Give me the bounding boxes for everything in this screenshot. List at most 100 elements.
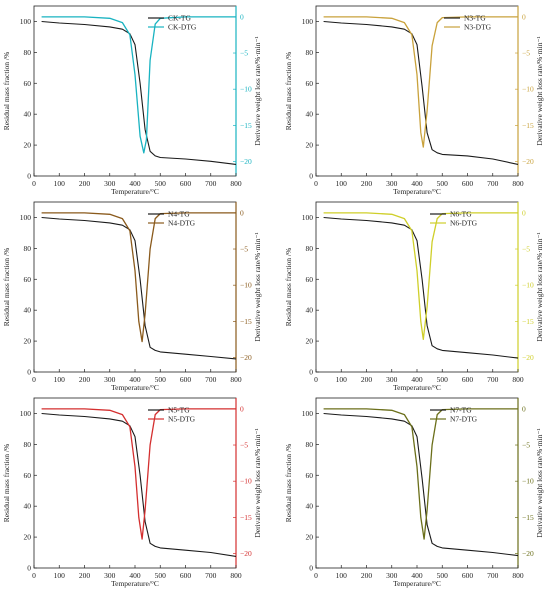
legend-label: N5-TG	[168, 406, 190, 415]
legend-label: N3-DTG	[464, 23, 492, 32]
y-left-tick-label: 40	[24, 502, 32, 511]
chart-panel-1: 0 100 200 300 400 500 600 700 800 0 20 40 60 80 100 0 −5…	[0, 0, 268, 199]
x-tick-label: 400	[129, 179, 141, 188]
x-tick-label: 500	[437, 179, 449, 188]
x-tick-label: 500	[155, 375, 167, 384]
y-left-axis-label: Residual mass fraction /%	[284, 444, 293, 523]
x-tick-label: 0	[32, 179, 36, 188]
y-left-tick-label: 20	[306, 533, 314, 542]
legend-label: N6-TG	[450, 210, 472, 219]
x-tick-label: 700	[487, 571, 499, 580]
x-axis-label: Temperature/°C	[111, 579, 159, 588]
x-tick-label: 300	[104, 571, 116, 580]
y-left-tick-label: 60	[24, 275, 32, 284]
y-left-axis-label: Residual mass fraction /%	[284, 52, 293, 131]
y-right-tick-label: −20	[240, 353, 252, 362]
chart-panel-3: 0 100 200 300 400 500 600 700 800 0 20 40 60 80 100 0 −5…	[0, 196, 268, 395]
series-line-n7-tg	[323, 412, 519, 557]
x-tick-label: 300	[386, 375, 398, 384]
chart-panel-4: 0 100 200 300 400 500 600 700 800 0 20 40 60 80 100 0 −5…	[282, 196, 550, 395]
y-left-tick-label: 40	[306, 502, 314, 511]
x-tick-label: 100	[336, 571, 348, 580]
x-tick-label: 600	[462, 375, 474, 384]
y-right-tick-label: −20	[240, 157, 252, 166]
y-right-axis-label: Derivative weight loss rate/%·min⁻¹	[253, 428, 262, 537]
y-right-tick-label: −15	[522, 317, 534, 326]
y-left-tick-label: 80	[306, 48, 314, 57]
series-line-n6-dtg	[323, 212, 518, 341]
chart-svg: 0 100 200 300 400 500 600 700 800 0 20 40 60 80 100 0 −5…	[2, 5, 262, 196]
y-left-tick-label: 0	[309, 172, 313, 181]
y-right-tick-label: −10	[240, 477, 252, 486]
x-tick-label: 800	[230, 375, 242, 384]
series-line-n3-tg	[323, 20, 519, 165]
y-left-tick-label: 60	[306, 275, 314, 284]
y-right-axis-label: Derivative weight loss rate/%·min⁻¹	[253, 36, 262, 145]
x-tick-label: 0	[314, 375, 318, 384]
plot-frame	[33, 397, 237, 569]
y-right-tick-label: −10	[240, 85, 252, 94]
x-tick-label: 0	[32, 571, 36, 580]
x-axis-label: Temperature/°C	[393, 187, 441, 196]
x-tick-label: 400	[129, 571, 141, 580]
x-tick-label: 100	[54, 375, 66, 384]
y-left-tick-label: 20	[24, 337, 32, 346]
chart-svg: 0 100 200 300 400 500 600 700 800 0 20 40 60 80 100 0 −5…	[284, 201, 544, 392]
y-left-tick-label: 80	[24, 440, 32, 449]
x-tick-label: 200	[79, 375, 91, 384]
x-tick-label: 0	[314, 571, 318, 580]
y-right-tick-label: 0	[522, 404, 526, 413]
x-tick-label: 600	[180, 375, 192, 384]
legend-label: N6-DTG	[450, 219, 478, 228]
y-right-tick-label: −10	[240, 281, 252, 290]
x-tick-label: 200	[361, 571, 373, 580]
x-tick-label: 700	[487, 179, 499, 188]
y-right-tick-label: 0	[522, 208, 526, 217]
x-tick-label: 800	[512, 375, 524, 384]
x-axis-label: Temperature/°C	[111, 383, 159, 392]
y-left-axis-label: Residual mass fraction /%	[2, 248, 11, 327]
y-left-tick-label: 0	[27, 368, 31, 377]
y-left-tick-label: 0	[27, 564, 31, 573]
x-axis-label: Temperature/°C	[393, 579, 441, 588]
y-left-tick-label: 20	[306, 141, 314, 150]
legend-label: N3-TG	[464, 14, 486, 23]
y-left-tick-label: 20	[24, 141, 32, 150]
plot-frame	[315, 5, 519, 177]
x-axis-label: Temperature/°C	[111, 187, 159, 196]
x-tick-label: 600	[462, 179, 474, 188]
x-tick-label: 100	[54, 179, 66, 188]
x-tick-label: 700	[205, 179, 217, 188]
y-left-tick-label: 100	[20, 409, 32, 418]
y-right-tick-label: −15	[240, 317, 252, 326]
y-left-tick-label: 0	[27, 172, 31, 181]
series-line-ck-dtg	[41, 16, 236, 154]
y-left-tick-label: 20	[24, 533, 32, 542]
y-right-tick-label: −10	[522, 477, 534, 486]
plot-frame	[315, 201, 519, 373]
y-left-tick-label: 80	[24, 244, 32, 253]
y-left-axis-label: Residual mass fraction /%	[284, 248, 293, 327]
x-tick-label: 800	[230, 571, 242, 580]
y-right-tick-label: 0	[240, 208, 244, 217]
y-left-tick-label: 0	[309, 564, 313, 573]
y-right-axis-label: Derivative weight loss rate/%·min⁻¹	[535, 232, 544, 341]
y-left-tick-label: 100	[20, 17, 32, 26]
x-tick-label: 600	[180, 571, 192, 580]
x-tick-label: 100	[54, 571, 66, 580]
plot-frame	[33, 5, 237, 177]
chart-svg: 0 100 200 300 400 500 600 700 800 0 20 40 60 80 100 0 −5…	[284, 5, 544, 196]
x-tick-label: 400	[411, 179, 423, 188]
legend-label: CK-DTG	[168, 23, 197, 32]
chart-svg: 0 100 200 300 400 500 600 700 800 0 20 40 60 80 100 0 −5…	[284, 397, 544, 588]
y-right-tick-label: −5	[522, 245, 530, 254]
y-left-tick-label: 60	[306, 471, 314, 480]
x-tick-label: 200	[79, 571, 91, 580]
y-right-tick-label: −15	[522, 513, 534, 522]
x-tick-label: 600	[180, 179, 192, 188]
y-right-tick-label: −5	[522, 441, 530, 450]
x-tick-label: 200	[79, 179, 91, 188]
y-right-tick-label: −5	[522, 49, 530, 58]
y-left-tick-label: 80	[306, 440, 314, 449]
y-left-tick-label: 80	[306, 244, 314, 253]
